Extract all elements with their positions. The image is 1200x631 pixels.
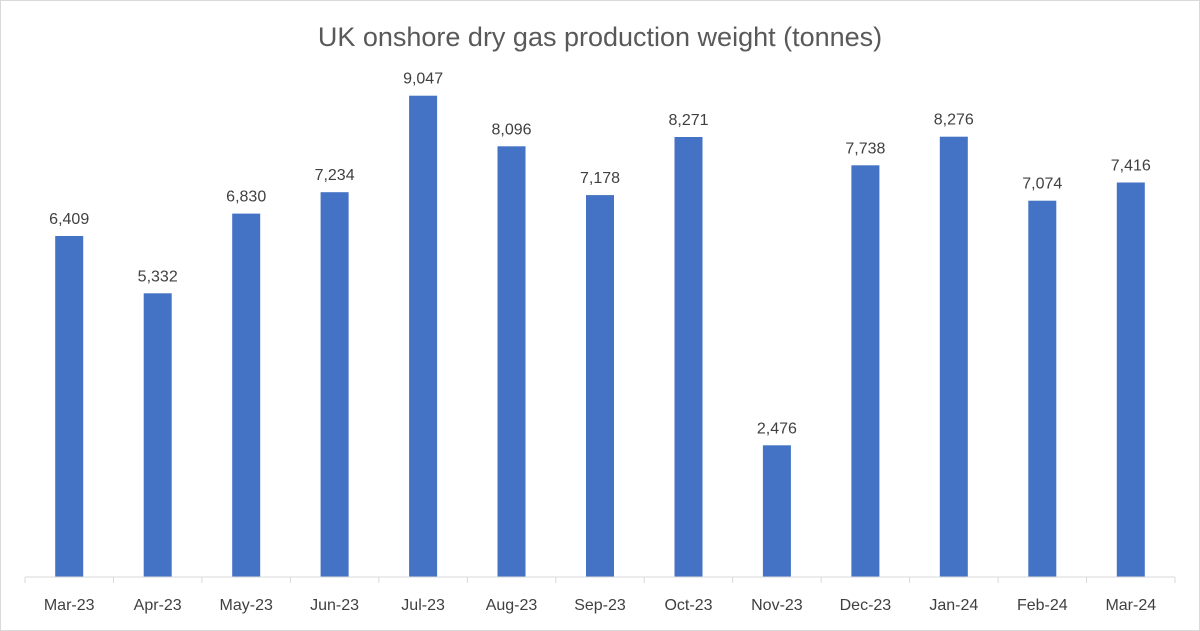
bar-nov-23 <box>762 445 791 577</box>
data-label-feb-24: 7,074 <box>1022 176 1062 193</box>
x-tick-label-jun-23: Jun-23 <box>310 597 359 614</box>
data-label-may-23: 6,830 <box>226 189 266 206</box>
bar-may-23 <box>232 213 261 577</box>
bar-mar-23 <box>55 236 84 577</box>
bar-feb-24 <box>1028 200 1057 577</box>
bar-sep-23 <box>586 195 614 577</box>
bar-dec-23 <box>851 165 880 578</box>
data-labels-layer: 6,409 5,332 6,830 7,234 9,047 8,096 7,178 8,271… <box>49 71 1151 438</box>
bar-jul-23 <box>409 95 438 577</box>
x-tick-label-jul-23: Jul-23 <box>401 597 445 614</box>
bars-layer <box>55 95 1145 578</box>
bar-apr-23 <box>143 293 172 577</box>
x-tick-label-oct-23: Oct-23 <box>664 597 712 614</box>
data-label-oct-23: 8,271 <box>668 112 708 129</box>
data-label-mar-23: 6,409 <box>49 211 89 228</box>
data-label-aug-23: 8,096 <box>491 121 531 138</box>
data-label-nov-23: 2,476 <box>757 420 797 437</box>
bar-aug-23 <box>497 146 526 578</box>
data-label-jul-23: 9,047 <box>403 71 443 88</box>
x-tick-label-jan-24: Jan-24 <box>929 597 978 614</box>
data-label-mar-24: 7,416 <box>1111 158 1151 175</box>
x-axis: Mar-23 Apr-23 May-23 Jun-23 Jul-23 Aug-23 Sep-… <box>24 576 1176 614</box>
bar-jun-23 <box>320 192 349 577</box>
x-tick-label-sep-23: Sep-23 <box>574 597 626 614</box>
data-label-jun-23: 7,234 <box>315 167 355 184</box>
chart-title: UK onshore dry gas production weight (to… <box>317 22 883 52</box>
data-label-apr-23: 5,332 <box>138 268 178 285</box>
bar-oct-23 <box>674 137 703 577</box>
x-tick-label-aug-23: Aug-23 <box>486 597 538 614</box>
data-label-dec-23: 7,738 <box>845 140 885 157</box>
data-label-sep-23: 7,178 <box>580 170 620 187</box>
x-tick-label-apr-23: Apr-23 <box>134 597 182 614</box>
bar-jan-24 <box>939 136 968 577</box>
x-tick-label-nov-23: Nov-23 <box>751 597 803 614</box>
x-tick-label-may-23: May-23 <box>220 597 273 614</box>
data-label-jan-24: 8,276 <box>934 112 974 129</box>
bar-mar-24 <box>1116 182 1145 577</box>
x-tick-label-dec-23: Dec-23 <box>840 597 892 614</box>
x-tick-label-mar-23: Mar-23 <box>44 597 95 614</box>
x-tick-label-feb-24: Feb-24 <box>1017 597 1068 614</box>
x-tick-label-mar-24: Mar-24 <box>1105 597 1156 614</box>
